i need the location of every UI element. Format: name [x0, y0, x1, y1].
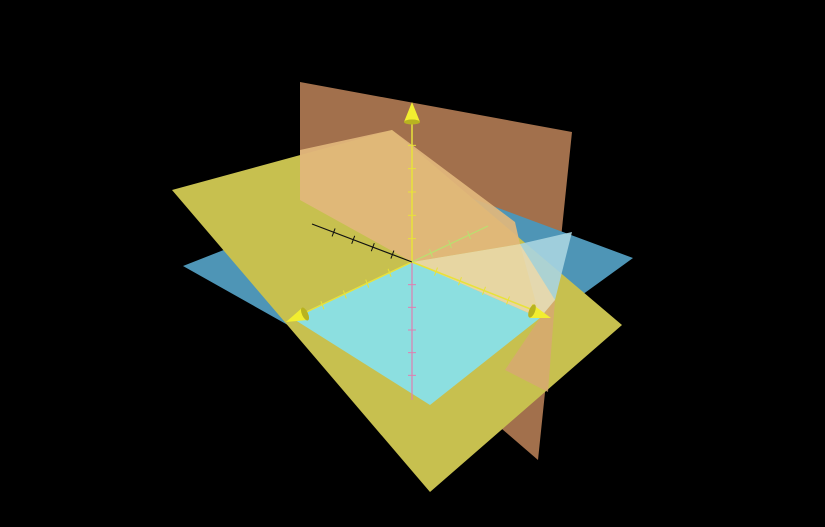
left-axis-tick: [342, 290, 347, 299]
left-axis-back-tick: [331, 228, 336, 237]
left-axis-arrowhead-base: [300, 307, 310, 321]
cone-arrowhead-icon: [528, 304, 551, 318]
left-axis-back-tick: [351, 235, 356, 244]
vertical-axis-arrowhead-base: [404, 119, 420, 125]
right-axis-back-tick: [429, 248, 433, 258]
right-axis-tick: [482, 286, 486, 295]
left-axis-tick: [320, 301, 325, 310]
right-axis-tick: [506, 296, 510, 305]
right-axis-back-tick: [467, 230, 471, 240]
left-axis-back: [311, 223, 413, 263]
right-axis-tick: [458, 277, 462, 286]
left-axis-back-tick: [370, 243, 375, 252]
left-axis-tick: [365, 279, 370, 288]
overlap-cream-region: [412, 244, 555, 318]
overlap-vertical-tilted: [300, 130, 520, 262]
cone-arrowhead-icon: [404, 102, 420, 125]
left-axis: [297, 261, 413, 317]
overlap-horizontal-tilted: [292, 262, 540, 405]
right-axis-arrowhead-base: [528, 304, 536, 318]
overlap-lower-peach: [505, 300, 555, 392]
axis-ticks: [320, 144, 510, 376]
overlap-vertical-horizontal: [520, 232, 572, 318]
right-axis-tick: [434, 267, 438, 276]
cone-arrowhead-icon: [286, 307, 310, 322]
vertical-axis-arrowhead: [404, 102, 420, 122]
right-axis: [411, 261, 539, 313]
right-axis-back-tick: [448, 239, 452, 249]
left-axis-back-tick: [390, 250, 395, 259]
left-axis-tick: [387, 268, 392, 277]
